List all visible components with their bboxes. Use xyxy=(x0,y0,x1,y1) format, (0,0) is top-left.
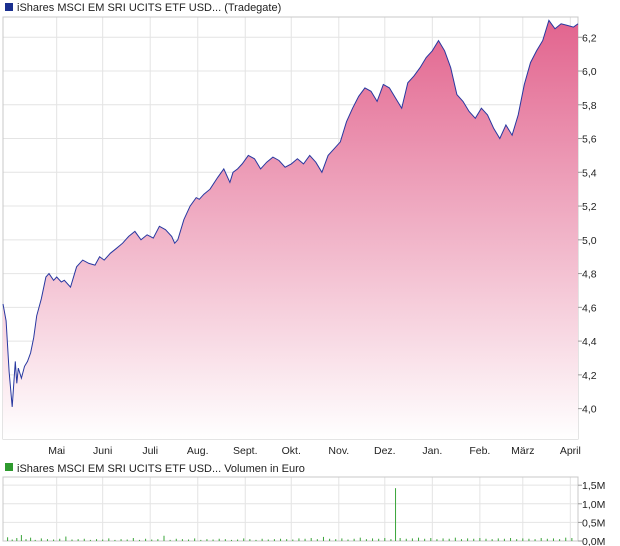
price-y-tick-label: 5,0 xyxy=(582,235,597,247)
volume-chart-title: iShares MSCI EM SRI UCITS ETF USD... Vol… xyxy=(17,463,305,475)
price-x-tick-label: Jan. xyxy=(422,445,442,457)
volume-bars xyxy=(7,488,573,541)
price-x-tick-label: Sept. xyxy=(233,445,258,457)
price-x-tick-label: Okt. xyxy=(282,445,301,457)
price-series-line xyxy=(2,19,579,407)
volume-y-tick-label: 1,0M xyxy=(582,499,605,511)
price-y-tick-label: 4,8 xyxy=(582,269,597,281)
volume-y-tick-label: 1,5M xyxy=(582,480,605,492)
price-y-tick-label: 5,8 xyxy=(582,100,597,112)
volume-legend-swatch xyxy=(5,463,13,471)
price-x-tick-label: Juli xyxy=(142,445,158,457)
price-y-tick-label: 4,2 xyxy=(582,370,597,382)
price-chart-title: iShares MSCI EM SRI UCITS ETF USD... (Tr… xyxy=(17,2,281,14)
price-y-tick-label: 4,0 xyxy=(582,404,597,416)
price-y-tick-label: 4,6 xyxy=(582,302,597,314)
price-y-tick-label: 5,6 xyxy=(582,134,597,146)
volume-y-tick-label: 0,5M xyxy=(582,517,605,529)
volume-plot-frame xyxy=(2,476,579,542)
price-x-tick-label: Dez. xyxy=(374,445,396,457)
price-y-axis: 4,0 4,2 4,4 4,6 4,8 5,0 5,2 5,4 5,6 5,8 6,0 6,2 xyxy=(578,32,597,416)
price-area-fill xyxy=(3,20,578,440)
price-x-tick-label: Mai xyxy=(48,445,65,457)
volume-gridlines xyxy=(3,477,578,542)
price-x-tick-label: Juni xyxy=(93,445,112,457)
price-x-tick-label: April xyxy=(560,445,581,457)
price-x-tick-label: März xyxy=(511,445,534,457)
price-y-tick-label: 5,4 xyxy=(582,167,597,179)
price-y-tick-label: 6,2 xyxy=(582,32,597,44)
price-y-tick-label: 4,4 xyxy=(582,336,597,348)
price-y-tick-label: 5,2 xyxy=(582,201,597,213)
volume-y-axis: 0,0M 0,5M 1,0M 1,5M xyxy=(578,480,605,546)
price-x-tick-label: Feb. xyxy=(469,445,490,457)
price-legend-swatch xyxy=(5,3,13,11)
price-x-tick-label: Aug. xyxy=(187,445,209,457)
price-x-tick-label: Nov. xyxy=(328,445,349,457)
price-area-layer xyxy=(2,19,579,440)
price-x-axis: Mai Juni Juli Aug. Sept. Okt. Nov. Dez. Jan. Feb.… xyxy=(48,445,581,457)
volume-y-tick-label: 0,0M xyxy=(582,536,605,546)
price-y-tick-label: 6,0 xyxy=(582,66,597,78)
